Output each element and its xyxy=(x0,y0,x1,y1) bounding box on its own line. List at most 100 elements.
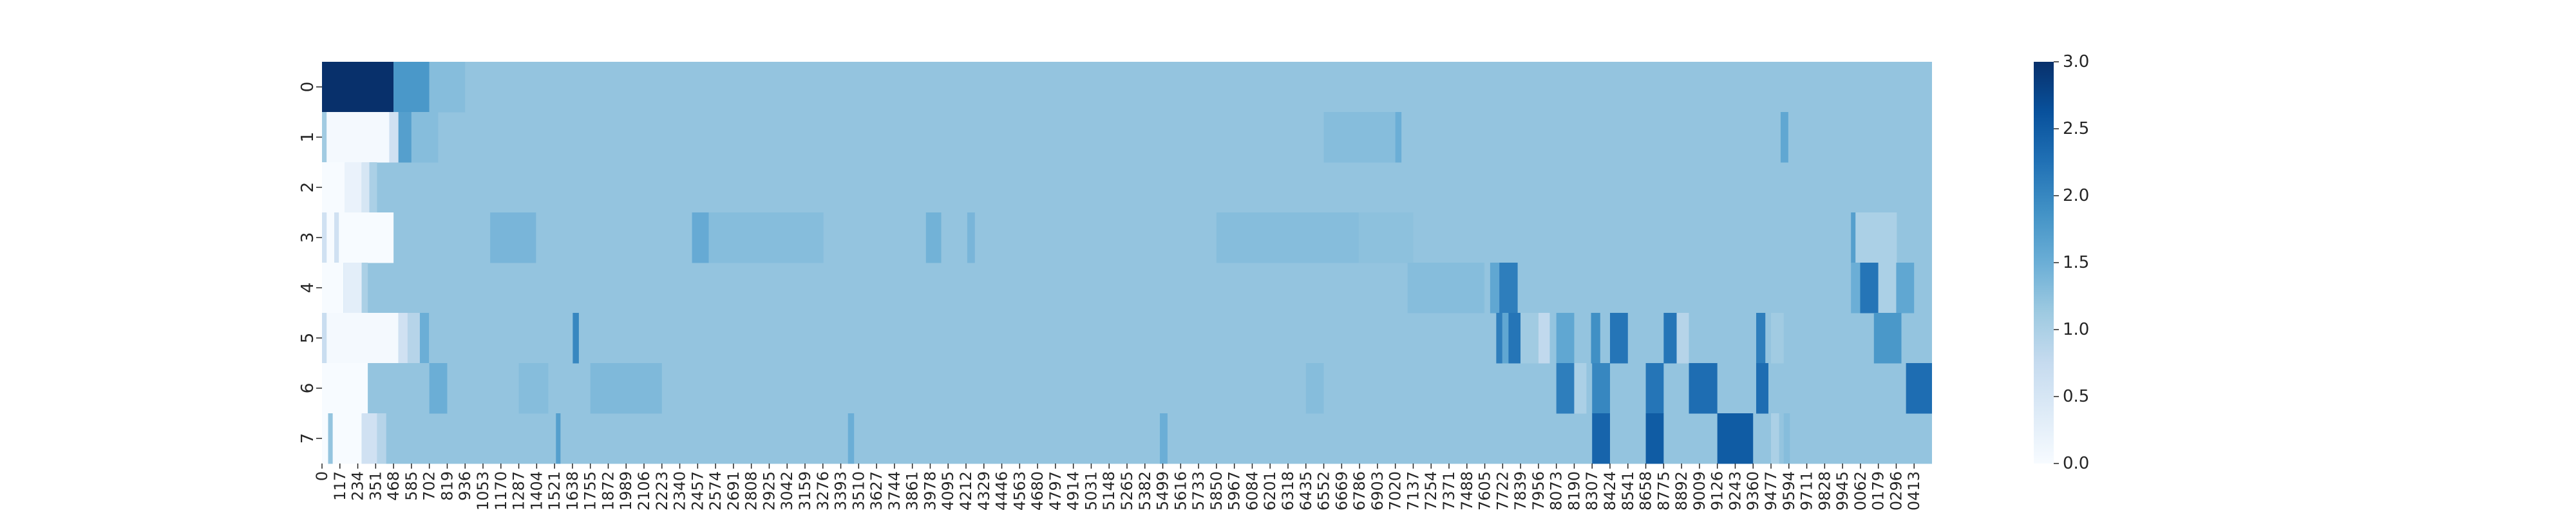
heatmap-row-4 xyxy=(322,263,1932,314)
heatmap-cell xyxy=(1592,413,1610,464)
heatmap-cell xyxy=(1508,313,1521,364)
x-tick-label: 3978 xyxy=(921,471,939,510)
heatmap-cell xyxy=(1855,212,1897,263)
x-tick-label: 8424 xyxy=(1601,471,1619,510)
x-tick-label: 1989 xyxy=(617,471,635,510)
x-tick-label: 7020 xyxy=(1387,471,1405,510)
heatmap-cell xyxy=(1305,363,1324,414)
x-tick-label: 702 xyxy=(421,471,439,501)
heatmap-cell xyxy=(1645,363,1664,414)
heatmap-cell xyxy=(389,112,399,163)
heatmap-cell xyxy=(322,313,327,364)
heatmap-cell xyxy=(1538,313,1550,364)
heatmap-cell xyxy=(334,212,339,263)
heatmap-cell xyxy=(322,413,328,464)
heatmap-cell xyxy=(1556,363,1575,414)
x-tick-label: 7137 xyxy=(1404,471,1422,510)
x-tick-label: 7371 xyxy=(1440,471,1458,510)
heatmap-cell xyxy=(322,62,394,113)
heatmap-cell xyxy=(369,162,377,213)
colorbar-tick-label: 2.5 xyxy=(2063,119,2089,138)
x-tick-label: 4797 xyxy=(1046,471,1065,510)
heatmap-cell xyxy=(1860,263,1879,314)
y-tick-label: 4 xyxy=(298,283,317,294)
heatmap-cell xyxy=(1689,363,1718,414)
x-axis: 0 117 234 351 468 585 702 819 936 1053 1170 1287 140… xyxy=(313,464,1923,510)
x-tick-label: 1521 xyxy=(545,471,564,510)
x-tick-label: 0413 xyxy=(1905,471,1923,510)
heatmap-cell xyxy=(377,413,386,464)
heatmap-row-1 xyxy=(322,112,1932,163)
heatmap-cell xyxy=(345,162,362,213)
x-tick-label: 6669 xyxy=(1332,471,1350,510)
colorbar-tick-label: 1.0 xyxy=(2063,320,2089,339)
x-tick-label: 7488 xyxy=(1458,471,1476,510)
heatmap-cell xyxy=(339,212,394,263)
heatmap-cell xyxy=(1574,363,1587,414)
x-tick-label: 3042 xyxy=(778,471,796,510)
x-tick-label: 117 xyxy=(331,471,349,501)
x-tick-label: 9828 xyxy=(1815,471,1833,510)
x-tick-label: 5616 xyxy=(1171,471,1189,510)
heatmap-cell xyxy=(518,363,549,414)
x-tick-label: 5499 xyxy=(1154,471,1172,510)
heatmap-cell xyxy=(1160,413,1168,464)
x-tick-label: 7254 xyxy=(1422,471,1440,510)
heatmap-cell xyxy=(1663,313,1677,364)
heatmap-cell xyxy=(1756,313,1766,364)
heatmap-cell xyxy=(343,263,362,314)
colorbar-tick-label: 0.5 xyxy=(2063,387,2089,406)
x-tick-label: 6318 xyxy=(1279,471,1297,510)
heatmap-cell xyxy=(1851,263,1861,314)
x-tick-label: 2106 xyxy=(635,471,653,510)
heatmap-cell xyxy=(332,413,362,464)
x-tick-label: 7839 xyxy=(1511,471,1530,510)
heatmap-cell xyxy=(322,363,368,414)
heatmap-cell xyxy=(419,313,430,364)
heatmap-cell xyxy=(490,212,536,263)
x-tick-label: 819 xyxy=(438,471,456,501)
heatmap-cell xyxy=(1645,413,1664,464)
x-tick-label: 234 xyxy=(349,471,367,501)
x-tick-label: 3744 xyxy=(886,471,904,510)
heatmap-row-7 xyxy=(322,413,1932,464)
heatmap-cell xyxy=(1490,263,1500,314)
x-tick-label: 6903 xyxy=(1368,471,1387,510)
x-tick-label: 0296 xyxy=(1887,471,1905,510)
x-tick-label: 8307 xyxy=(1583,471,1601,510)
x-tick-label: 6552 xyxy=(1315,471,1333,510)
heatmap-cell xyxy=(322,112,327,163)
x-tick-label: 2340 xyxy=(671,471,689,510)
heatmap-cell xyxy=(692,212,709,263)
heatmap-cell xyxy=(368,363,430,414)
x-tick-label: 3627 xyxy=(867,471,886,510)
x-tick-label: 3159 xyxy=(796,471,814,510)
heatmap-cell xyxy=(925,212,942,263)
heatmap-cell xyxy=(1499,263,1518,314)
heatmap-cell xyxy=(708,212,824,263)
x-tick-label: 1287 xyxy=(510,471,528,510)
x-tick-label: 7722 xyxy=(1493,471,1511,510)
x-tick-label: 2925 xyxy=(760,471,778,510)
heatmap-cell xyxy=(361,162,370,213)
x-tick-label: 5148 xyxy=(1100,471,1118,510)
x-tick-label: 5850 xyxy=(1208,471,1226,510)
x-tick-label: 936 xyxy=(456,471,474,501)
heatmap-cell xyxy=(398,313,408,364)
heatmap-cell xyxy=(1591,313,1600,364)
x-tick-label: 9360 xyxy=(1744,471,1762,510)
x-tick-label: 5265 xyxy=(1118,471,1136,510)
x-tick-label: 4212 xyxy=(957,471,975,510)
x-tick-label: 9711 xyxy=(1798,471,1816,510)
heatmap-cell xyxy=(1783,413,1790,464)
heatmap-cell xyxy=(1906,363,1932,414)
x-tick-label: 9243 xyxy=(1726,471,1744,510)
x-tick-label: 8190 xyxy=(1565,471,1583,510)
heatmap-cell xyxy=(848,413,855,464)
x-tick-label: 7605 xyxy=(1476,471,1494,510)
heatmap-cell xyxy=(1896,263,1915,314)
colorbar-tick-label: 1.5 xyxy=(2063,253,2089,272)
x-tick-label: 1872 xyxy=(599,471,617,510)
heatmap-cell xyxy=(361,263,368,314)
